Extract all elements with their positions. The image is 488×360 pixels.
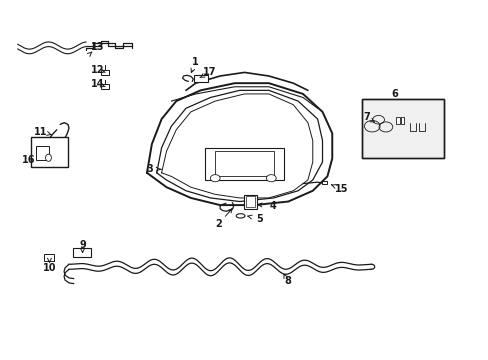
Text: 5: 5 <box>255 214 262 224</box>
Bar <box>205 148 283 180</box>
Circle shape <box>266 175 276 182</box>
Bar <box>321 181 327 184</box>
Bar <box>101 84 109 89</box>
Bar <box>215 151 273 176</box>
Text: 11: 11 <box>34 127 47 136</box>
Text: 17: 17 <box>202 67 216 77</box>
Text: 7: 7 <box>362 112 369 122</box>
Ellipse shape <box>45 154 51 161</box>
Text: 4: 4 <box>269 201 276 211</box>
Circle shape <box>210 175 220 182</box>
Text: 8: 8 <box>284 276 290 286</box>
Text: 2: 2 <box>215 219 222 229</box>
Bar <box>361 99 444 158</box>
Text: 10: 10 <box>42 263 56 273</box>
Text: 6: 6 <box>390 89 397 99</box>
Text: 1: 1 <box>192 57 199 67</box>
Bar <box>395 117 399 125</box>
Text: 12: 12 <box>90 64 104 75</box>
Text: 15: 15 <box>335 184 348 194</box>
Bar <box>244 195 256 209</box>
Bar <box>31 137 68 167</box>
Bar <box>73 248 91 257</box>
Text: 3: 3 <box>146 164 152 174</box>
Text: 13: 13 <box>90 42 104 52</box>
Ellipse shape <box>236 214 244 218</box>
Bar <box>36 146 49 160</box>
Bar <box>400 117 404 125</box>
Bar <box>43 253 54 261</box>
Text: 16: 16 <box>22 155 36 165</box>
Bar <box>193 75 208 82</box>
Bar <box>101 70 109 75</box>
Text: 9: 9 <box>79 240 86 250</box>
Bar <box>361 99 444 158</box>
Text: 14: 14 <box>90 79 104 89</box>
Bar <box>245 197 255 207</box>
